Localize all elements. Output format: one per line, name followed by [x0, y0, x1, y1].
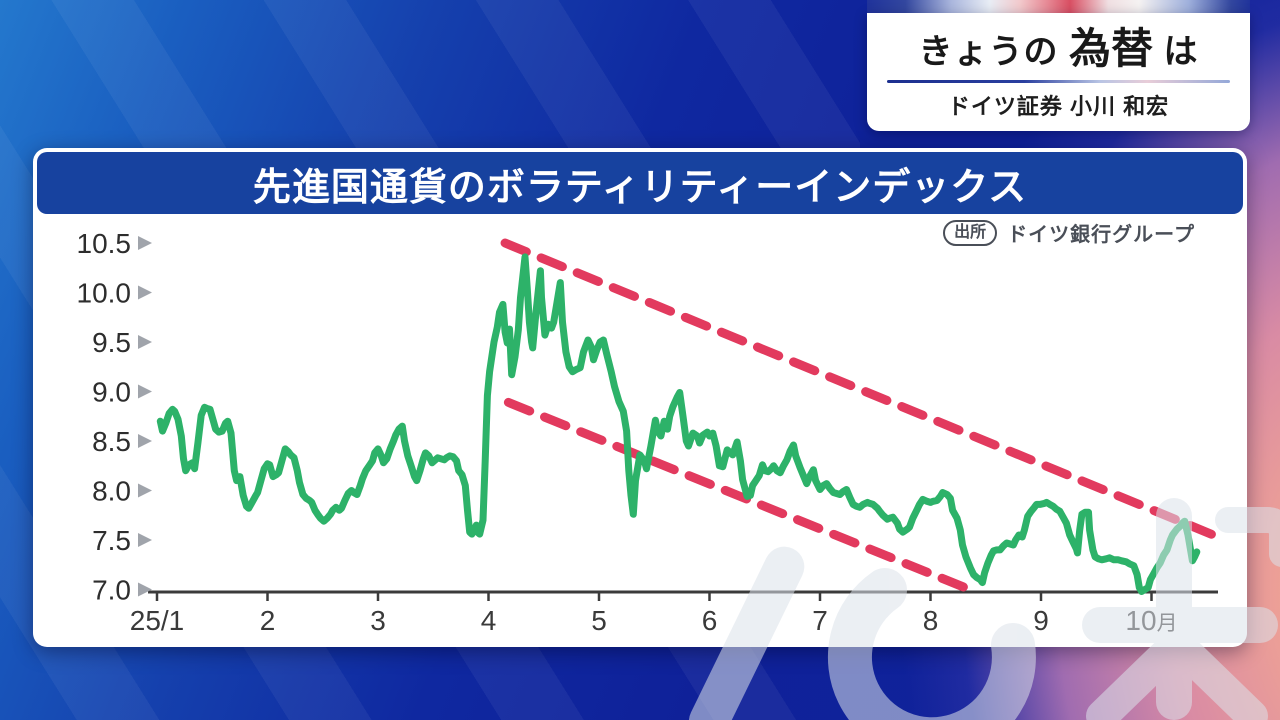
segment-header: きょうの 為替 は ドイツ証券 小川 和宏 — [867, 0, 1250, 131]
segment-title-post: は — [1153, 33, 1199, 71]
source-name: ドイツ銀行グループ — [1007, 224, 1195, 246]
source-label-pill: 出所 — [943, 219, 998, 246]
presenter-name: ドイツ証券 小川 和宏 — [947, 93, 1170, 119]
segment-title-emphasis: 為替 — [1068, 25, 1153, 72]
chart-panel: 先進国通貨のボラティリティーインデックス 出所 ドイツ銀行グループ — [33, 148, 1247, 647]
chart-title: 先進国通貨のボラティリティーインデックス — [37, 152, 1243, 214]
header-top-stripe — [867, 0, 1250, 13]
header-underline — [887, 79, 1230, 83]
segment-title-pre: きょうの — [918, 33, 1069, 71]
header-box: きょうの 為替 は ドイツ証券 小川 和宏 — [867, 13, 1250, 131]
source-attribution: 出所 ドイツ銀行グループ — [943, 218, 1195, 247]
segment-title: きょうの 為替 は — [867, 21, 1250, 78]
